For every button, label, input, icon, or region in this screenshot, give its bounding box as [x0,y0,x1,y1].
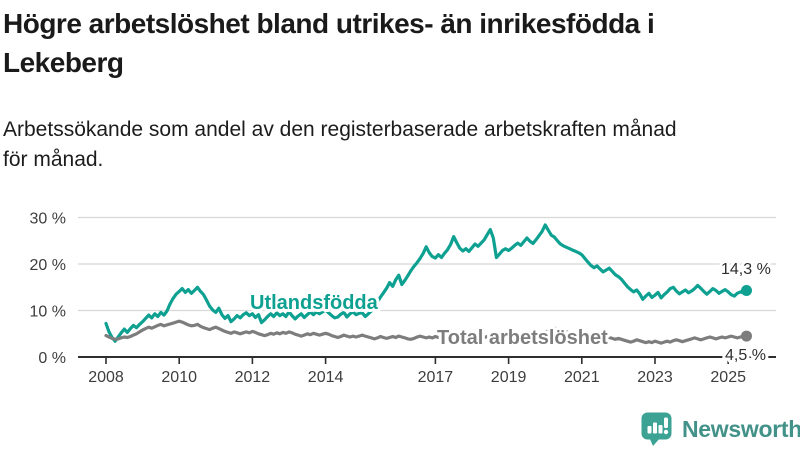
series-end-dot-utlandsfodda [740,285,752,297]
y-axis-label: 20 % [30,257,66,274]
series-label-total: Total arbetslöshet [437,327,608,349]
x-axis-label: 2012 [235,369,271,386]
x-axis-label: 2019 [491,369,527,386]
x-axis-label: 2023 [637,369,673,386]
x-axis-label: 2008 [88,369,124,386]
series-label-utlandsfodda: Utlandsfödda [250,292,379,314]
end-value-label-total: 4,5 % [725,347,766,364]
chart-title-line-1: Högre arbetslöshet bland utrikes- än inr… [3,8,655,39]
series-line-utlandsfodda [104,223,749,343]
chart-subtitle: Arbetssökande som andel av den registerb… [3,115,677,175]
x-axis-label: 2017 [418,369,454,386]
series-end-dot-total [740,330,752,342]
y-axis-label: 30 % [30,211,66,228]
y-axis-label: 10 % [30,304,66,321]
x-axis-label: 2021 [564,369,600,386]
chart-subtitle-line-2: för månad. [3,148,104,171]
newsworthy-logo-icon [641,412,672,446]
y-axis-label: 0 % [38,350,66,367]
chart-title-line-2: Lekeberg [3,47,124,78]
x-axis-label: 2025 [710,369,746,386]
chart-subtitle-line-1: Arbetssökande som andel av den registerb… [3,118,677,141]
x-axis-label: 2010 [161,369,197,386]
end-value-label-utlandsfodda: 14,3 % [721,261,771,278]
x-axis-label: 2014 [308,369,344,386]
series-line-total [104,319,749,345]
newsworthy-logo[interactable]: Newsworthy [640,411,800,447]
newsworthy-wordmark: Newsworthy [682,415,800,442]
chart-title: Högre arbetslöshet bland utrikes- än inr… [3,4,655,82]
